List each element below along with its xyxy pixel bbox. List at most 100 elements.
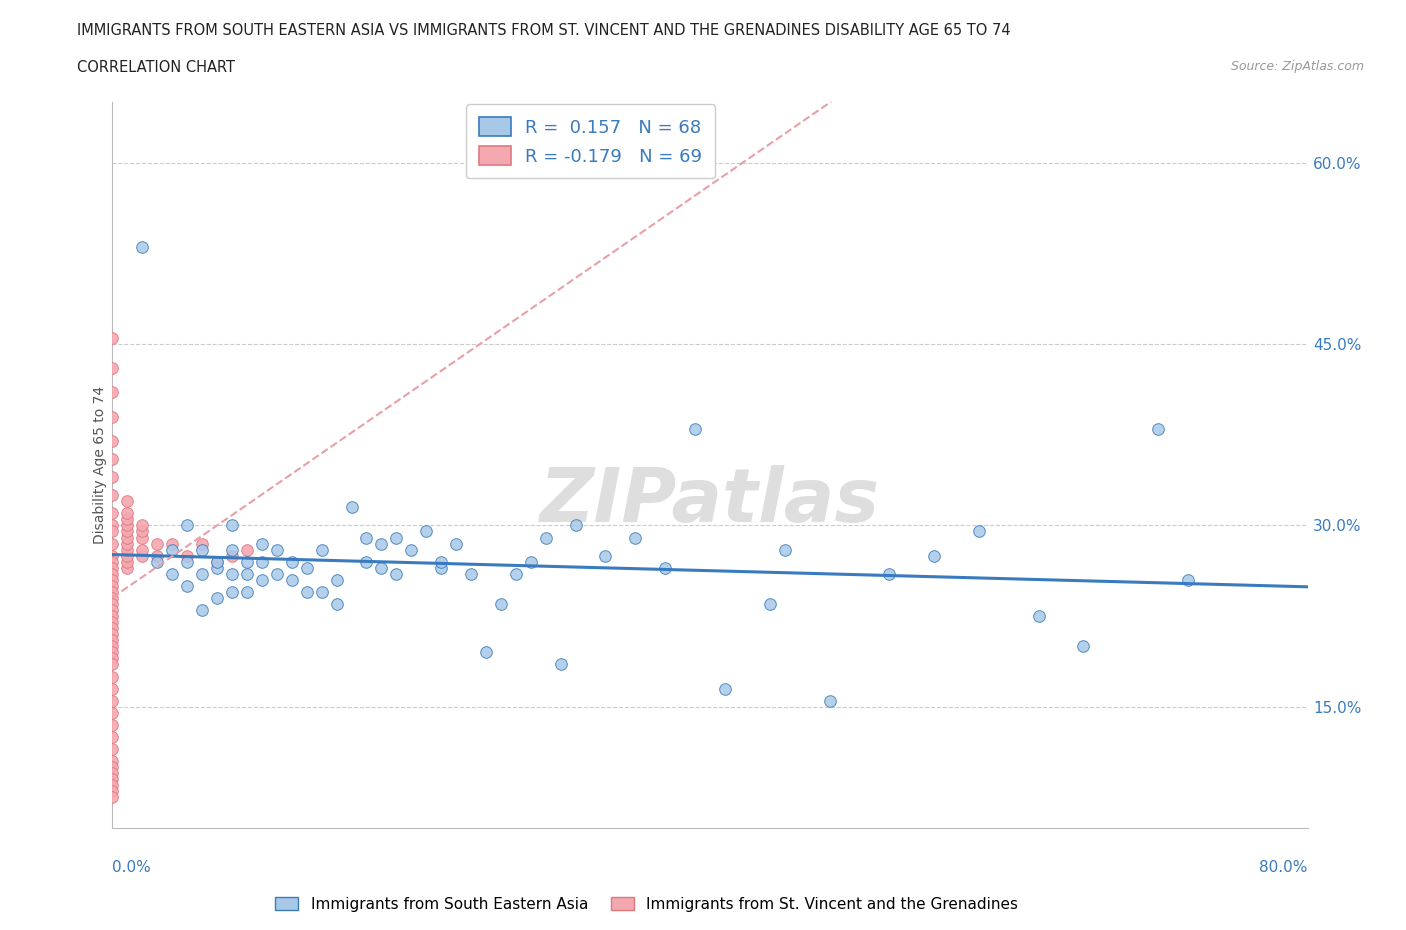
Point bbox=[101, 330, 124, 345]
Point bbox=[205, 554, 228, 569]
Point bbox=[101, 470, 124, 485]
Point bbox=[101, 566, 124, 581]
Point bbox=[101, 645, 124, 660]
Point bbox=[101, 615, 124, 630]
Point bbox=[325, 573, 347, 588]
Point bbox=[101, 409, 124, 424]
Point bbox=[101, 385, 124, 400]
Point bbox=[624, 530, 647, 545]
Point bbox=[236, 566, 259, 581]
Point bbox=[191, 536, 214, 551]
Point bbox=[922, 549, 945, 564]
Point bbox=[236, 542, 259, 557]
Point bbox=[176, 554, 198, 569]
Point bbox=[654, 560, 676, 575]
Point bbox=[101, 560, 124, 575]
Point bbox=[191, 542, 214, 557]
Point bbox=[430, 554, 453, 569]
Point bbox=[773, 542, 796, 557]
Point bbox=[176, 518, 198, 533]
Point bbox=[131, 549, 153, 564]
Point bbox=[101, 706, 124, 721]
Text: ZIPatlas: ZIPatlas bbox=[540, 465, 880, 538]
Point bbox=[505, 566, 527, 581]
Point bbox=[117, 525, 139, 539]
Point bbox=[311, 542, 333, 557]
Point bbox=[131, 518, 153, 533]
Point bbox=[101, 578, 124, 593]
Point bbox=[101, 536, 124, 551]
Point bbox=[295, 560, 318, 575]
Point bbox=[266, 542, 288, 557]
Point bbox=[101, 573, 124, 588]
Point bbox=[101, 525, 124, 539]
Point bbox=[401, 542, 423, 557]
Point bbox=[117, 530, 139, 545]
Text: 80.0%: 80.0% bbox=[1260, 860, 1308, 875]
Point bbox=[1073, 639, 1095, 654]
Point bbox=[101, 506, 124, 521]
Point bbox=[101, 361, 124, 376]
Point bbox=[475, 645, 498, 660]
Point bbox=[101, 784, 124, 799]
Point bbox=[191, 566, 214, 581]
Point bbox=[564, 518, 586, 533]
Point bbox=[101, 760, 124, 775]
Point bbox=[101, 772, 124, 787]
Point bbox=[430, 560, 453, 575]
Point bbox=[281, 554, 304, 569]
Point bbox=[101, 433, 124, 448]
Text: IMMIGRANTS FROM SOUTH EASTERN ASIA VS IMMIGRANTS FROM ST. VINCENT AND THE GRENAD: IMMIGRANTS FROM SOUTH EASTERN ASIA VS IM… bbox=[77, 23, 1011, 38]
Text: CORRELATION CHART: CORRELATION CHART bbox=[77, 60, 235, 75]
Point bbox=[117, 506, 139, 521]
Point bbox=[520, 554, 543, 569]
Point bbox=[101, 603, 124, 618]
Point bbox=[714, 681, 737, 696]
Point bbox=[101, 657, 124, 671]
Point bbox=[1177, 573, 1199, 588]
Point bbox=[101, 627, 124, 642]
Legend: R =  0.157   N = 68, R = -0.179   N = 69: R = 0.157 N = 68, R = -0.179 N = 69 bbox=[465, 104, 716, 179]
Text: 0.0%: 0.0% bbox=[112, 860, 152, 875]
Point bbox=[101, 609, 124, 624]
Point bbox=[295, 585, 318, 600]
Point bbox=[385, 566, 408, 581]
Point bbox=[146, 554, 169, 569]
Point bbox=[101, 681, 124, 696]
Point bbox=[191, 603, 214, 618]
Point bbox=[250, 554, 273, 569]
Point bbox=[221, 518, 243, 533]
Point bbox=[340, 500, 363, 515]
Point bbox=[1028, 609, 1050, 624]
Point bbox=[101, 488, 124, 503]
Point bbox=[221, 549, 243, 564]
Point bbox=[818, 694, 841, 709]
Point bbox=[162, 542, 183, 557]
Point bbox=[101, 729, 124, 744]
Point bbox=[101, 554, 124, 569]
Point bbox=[101, 766, 124, 781]
Point bbox=[205, 560, 228, 575]
Point bbox=[101, 549, 124, 564]
Point bbox=[967, 525, 990, 539]
Point bbox=[101, 597, 124, 612]
Point bbox=[325, 597, 347, 612]
Point bbox=[385, 530, 408, 545]
Point bbox=[117, 518, 139, 533]
Point bbox=[550, 657, 572, 671]
Point bbox=[444, 536, 467, 551]
Point bbox=[460, 566, 482, 581]
Point bbox=[131, 542, 153, 557]
Point bbox=[311, 585, 333, 600]
Point bbox=[356, 530, 378, 545]
Point bbox=[101, 753, 124, 768]
Point bbox=[117, 536, 139, 551]
Point bbox=[534, 530, 557, 545]
Point bbox=[101, 591, 124, 605]
Point bbox=[101, 777, 124, 792]
Point bbox=[101, 633, 124, 648]
Point bbox=[877, 566, 901, 581]
Point bbox=[101, 742, 124, 757]
Point bbox=[162, 566, 183, 581]
Point bbox=[250, 573, 273, 588]
